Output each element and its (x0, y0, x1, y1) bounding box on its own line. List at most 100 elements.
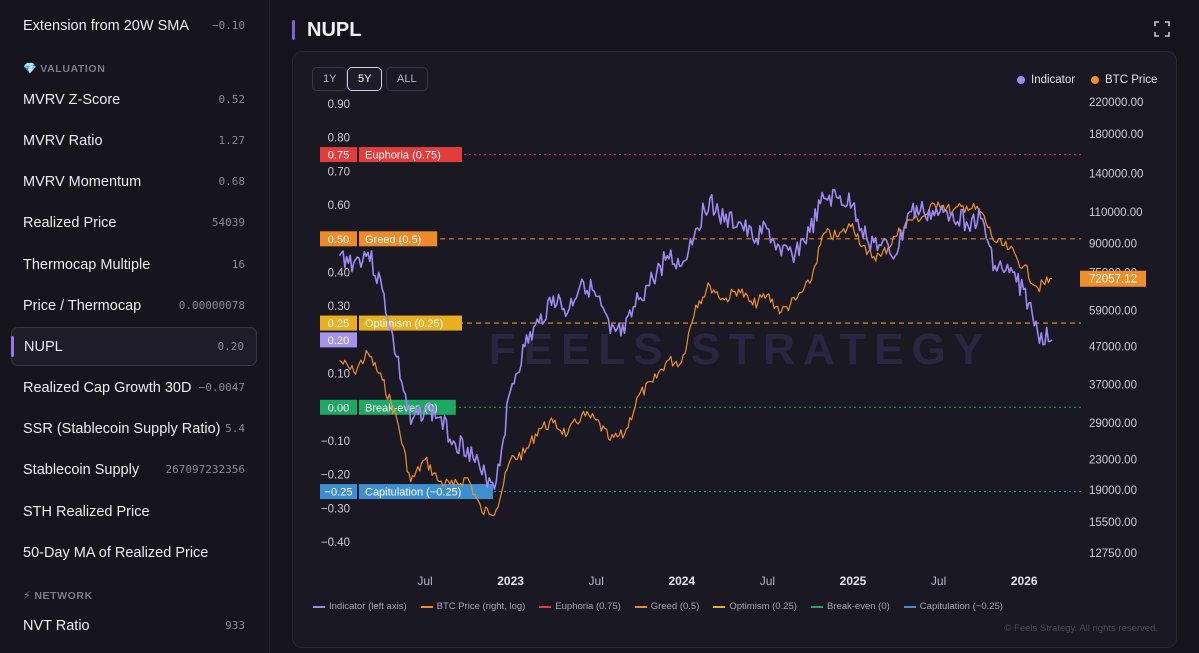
right-tick-label: 19000.00 (1089, 485, 1137, 497)
sidebar-item-value: 54039 (211, 216, 245, 229)
indicator-line (338, 188, 1053, 490)
left-tick-label: 0.60 (328, 200, 350, 212)
sidebar-item-50d-ma-realized-price[interactable]: 50-Day MA of Realized Price (11, 533, 257, 572)
sidebar-item-label: NUPL (24, 338, 63, 355)
sidebar-item-sth-realized-price[interactable]: STH Realized Price (11, 492, 257, 531)
sidebar-item-value: 5.4 (225, 422, 245, 435)
right-tick-label: 220000.00 (1089, 97, 1143, 109)
sidebar-item-mvrv-momentum[interactable]: MVRV Momentum 0.68 (11, 162, 257, 201)
chart-card: 1Y 5Y ALL Indicator BTC Price FEELS STRA… (292, 51, 1177, 648)
right-tick-label: 180000.00 (1089, 129, 1143, 141)
sidebar-item-label: 50-Day MA of Realized Price (23, 544, 209, 561)
fullscreen-icon[interactable] (1153, 20, 1171, 38)
threshold-value-tag (320, 147, 357, 163)
x-tick-label: 2023 (497, 574, 524, 588)
btc-price-line (339, 201, 1053, 517)
sidebar-item-label: SSR (Stablecoin Supply Ratio) (23, 420, 221, 437)
bottom-legend-item[interactable]: Greed (0.5) (634, 601, 700, 612)
sidebar-item-value: 0.20 (217, 340, 245, 353)
left-tick-label: 0.40 (328, 268, 350, 280)
section-label: NETWORK (34, 589, 93, 602)
bottom-legend-item[interactable]: BTC Price (right, log) (420, 601, 526, 612)
legend-line-swatch (810, 605, 823, 608)
watermark-text: FEELS STRATEGY (489, 325, 991, 374)
bottom-legend-item[interactable]: Break-even (0) (810, 601, 890, 612)
current-indicator-value: 0.20 (328, 335, 349, 347)
range-button-5y[interactable]: 5Y (347, 67, 383, 91)
bottom-legend-item[interactable]: Euphoria (0.75) (539, 601, 621, 612)
sidebar-item-nupl[interactable]: NUPL 0.20 (11, 327, 257, 366)
left-tick-label: 0.30 (328, 301, 350, 313)
threshold-value-label: 0.50 (328, 234, 349, 246)
bottom-legend-item[interactable]: Indicator (left axis) (313, 601, 407, 612)
sidebar-item-value: 16 (231, 258, 245, 271)
sidebar-item-value: −0.10 (211, 19, 245, 32)
sidebar-item-value: 0.68 (218, 175, 246, 188)
legend-line-swatch (539, 605, 552, 608)
legend-dot (1091, 76, 1099, 84)
sidebar-item-realized-cap-growth[interactable]: Realized Cap Growth 30D −0.0047 (11, 368, 257, 407)
threshold-name-label: Greed (0.5) (365, 234, 421, 246)
threshold-value-label: 0.00 (328, 402, 349, 414)
threshold-value-tag (320, 399, 357, 415)
x-tick-label: Jul (589, 574, 604, 588)
legend-line-swatch (420, 605, 433, 608)
sidebar-item-extension-20w-sma[interactable]: Extension from 20W SMA −0.10 (11, 6, 257, 45)
sidebar-item-label: Stablecoin Supply (23, 461, 140, 478)
sidebar-item-label: NVT Ratio (23, 617, 90, 634)
threshold-name-label: Capitulation (−0.25) (365, 487, 461, 499)
legend-indicator[interactable]: Indicator (1017, 74, 1075, 86)
legend-line-swatch (713, 605, 726, 608)
page-header: NUPL (292, 19, 361, 41)
sidebar-item-thermocap-multiple[interactable]: Thermocap Multiple 16 (11, 245, 257, 284)
sidebar-item-value: 0.00000078 (178, 299, 245, 312)
legend-label: Indicator (1031, 74, 1076, 86)
legend-dot (1017, 76, 1025, 84)
threshold-name-tag (359, 147, 462, 163)
sidebar-item-label: STH Realized Price (23, 503, 150, 520)
sidebar-item-value: −0.0047 (198, 381, 245, 394)
legend-label: Optimism (0.25) (729, 601, 797, 612)
left-tick-label: −0.30 (321, 503, 350, 515)
left-tick-label: 0.70 (328, 166, 350, 178)
diamond-icon: 💎 (23, 63, 38, 75)
x-tick-label: 2025 (840, 574, 867, 588)
page-title: NUPL (307, 18, 362, 41)
bottom-legend-item[interactable]: Capitulation (−0.25) (903, 601, 1003, 612)
section-network: ⚡ NETWORK (23, 589, 93, 603)
copyright-text: © Feels Strategy. All rights reserved. (1004, 623, 1158, 634)
right-tick-label: 37000.00 (1089, 379, 1137, 391)
sidebar-item-nvt-ratio[interactable]: NVT Ratio 933 (11, 606, 257, 645)
sidebar-item-mvrv-ratio[interactable]: MVRV Ratio 1.27 (11, 121, 257, 160)
left-tick-label: −0.20 (321, 470, 350, 482)
sidebar-item-mvrv-z-score[interactable]: MVRV Z-Score 0.52 (11, 80, 257, 119)
nupl-chart: FEELS STRATEGY 0.90 0.80 0.70 0.60 0.50 0.40 0.… (320, 97, 1146, 588)
sidebar-item-stablecoin-supply[interactable]: Stablecoin Supply 267097232356 (11, 450, 257, 489)
x-tick-label: 2026 (1011, 574, 1038, 588)
legend-label: Greed (0.5) (650, 601, 700, 612)
threshold-value-tag (320, 315, 357, 331)
sidebar-item-label: Extension from 20W SMA (23, 17, 189, 34)
threshold-name-tag (359, 315, 462, 331)
threshold-name-label: Euphoria (0.75) (365, 150, 441, 162)
threshold-name-label: Optimism (0.25) (365, 318, 443, 330)
sidebar-item-label: Realized Price (23, 214, 117, 231)
right-tick-label: 59000.00 (1089, 305, 1137, 317)
legend-line-swatch (634, 605, 647, 608)
range-button-all[interactable]: ALL (386, 67, 428, 91)
sidebar: Extension from 20W SMA −0.10 💎 VALUATION… (0, 0, 270, 653)
legend-label: BTC Price (right, log) (436, 601, 526, 612)
sidebar-item-price-thermocap[interactable]: Price / Thermocap 0.00000078 (11, 286, 257, 325)
title-accent-bar (292, 20, 295, 40)
legend-line-swatch (313, 605, 325, 608)
range-button-1y[interactable]: 1Y (312, 67, 348, 91)
legend-btc-price[interactable]: BTC Price (1091, 74, 1157, 86)
bottom-legend-item[interactable]: Optimism (0.25) (713, 601, 797, 612)
threshold-value-tag (320, 484, 357, 500)
sidebar-item-realized-price[interactable]: Realized Price 54039 (11, 203, 257, 242)
right-tick-label: 15500.00 (1089, 517, 1137, 529)
legend-label: Break-even (0) (826, 601, 890, 612)
sidebar-item-ssr[interactable]: SSR (Stablecoin Supply Ratio) 5.4 (11, 409, 257, 448)
legend-label: Capitulation (−0.25) (919, 601, 1003, 612)
